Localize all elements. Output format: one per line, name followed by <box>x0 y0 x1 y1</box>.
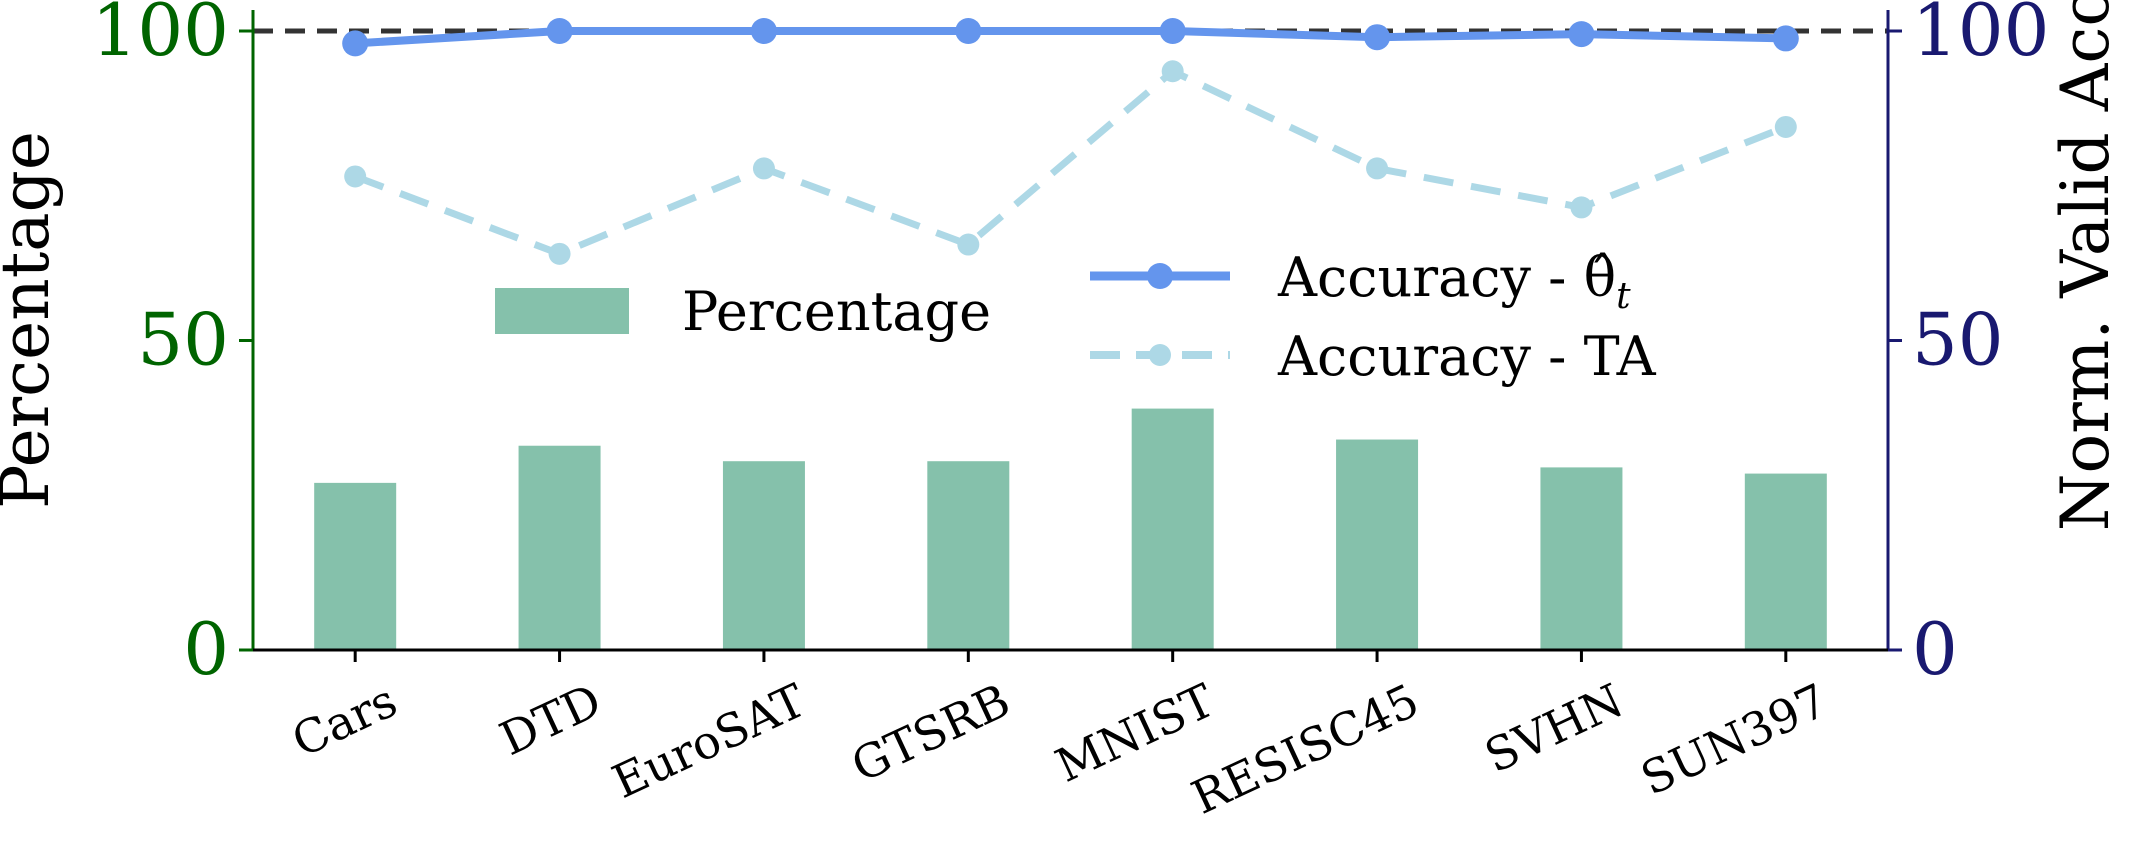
y-axis-right-title: Norm. Valid Acc. <box>2047 0 2124 531</box>
bar-svhn <box>1540 467 1623 650</box>
x-tick-label-sun397: SUN397 <box>1633 673 1836 806</box>
point-accuracy-theta-svhn <box>1568 21 1595 48</box>
series-line-accuracy-theta <box>354 27 1786 48</box>
y-right-tick-label-0: 0 <box>1912 607 1958 691</box>
point-accuracy-theta-cars <box>342 30 369 57</box>
ticks-layer: 0 50 100 0 50 100 <box>92 0 2050 691</box>
legend-label-accuracy-theta-main: Accuracy - θ̂ <box>1277 246 1616 309</box>
bar-cars <box>314 482 397 650</box>
bar-sun397 <box>1744 473 1827 650</box>
point-accuracy-theta-sun397 <box>1772 25 1799 52</box>
point-accuracy-ta-dtd <box>548 242 571 265</box>
x-tick-label-gtsrb: GTSRB <box>843 673 1018 793</box>
legend-marker-accuracy-theta <box>1147 263 1173 289</box>
legend-label-accuracy-theta-sub: t <box>1616 276 1631 317</box>
y-left-tick-label-100: 100 <box>92 0 229 72</box>
lines-layer <box>342 18 1799 265</box>
x-tick-label-dtd: DTD <box>492 673 609 766</box>
point-accuracy-theta-gtsrb <box>955 18 982 44</box>
point-accuracy-ta-cars <box>344 165 367 188</box>
y-axis-left-title: Percentage <box>0 131 64 509</box>
point-accuracy-theta-eurosat <box>750 18 777 44</box>
point-accuracy-ta-eurosat <box>752 157 775 180</box>
point-accuracy-ta-svhn <box>1570 196 1593 219</box>
point-accuracy-theta-dtd <box>546 18 573 44</box>
point-accuracy-ta-sun397 <box>1774 115 1797 138</box>
bar-eurosat <box>722 461 805 650</box>
point-accuracy-theta-resisc45 <box>1364 24 1391 51</box>
legend-label-accuracy-theta: Accuracy - θ̂t <box>1277 246 1631 317</box>
point-accuracy-ta-resisc45 <box>1366 157 1389 180</box>
bar-resisc45 <box>1336 439 1419 650</box>
point-accuracy-ta-gtsrb <box>957 233 980 256</box>
point-accuracy-theta-mnist <box>1159 18 1186 44</box>
x-tick-label-svhn: SVHN <box>1477 673 1631 783</box>
bars-layer <box>314 408 1827 650</box>
legend-label-percentage: Percentage <box>682 280 991 343</box>
y-left-tick-label-50: 50 <box>137 298 229 382</box>
legend-swatch-percentage <box>495 288 629 334</box>
x-tick-label-resisc45: RESISC45 <box>1184 673 1427 825</box>
legend-marker-accuracy-ta <box>1149 344 1171 366</box>
point-accuracy-ta-mnist <box>1161 60 1184 83</box>
bar-dtd <box>518 445 601 650</box>
x-tick-label-eurosat: EuroSAT <box>604 673 814 809</box>
y-right-tick-label-50: 50 <box>1912 298 2004 382</box>
legend-label-accuracy-ta: Accuracy - TA <box>1277 325 1657 388</box>
series-line-accuracy-ta <box>353 67 1788 258</box>
x-tick-label-cars: Cars <box>284 673 405 768</box>
y-right-tick-label-100: 100 <box>1912 0 2049 72</box>
y-left-tick-label-0: 0 <box>183 607 229 691</box>
bar-mnist <box>1131 408 1214 650</box>
legend: Percentage Accuracy - θ̂t Accuracy - TA <box>495 246 1657 388</box>
bar-gtsrb <box>927 461 1010 650</box>
axes-layer <box>251 10 1890 652</box>
